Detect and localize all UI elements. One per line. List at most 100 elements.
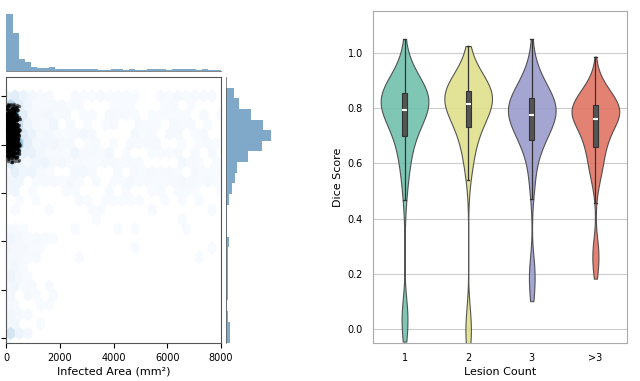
Point <box>12 130 22 136</box>
Point <box>5 125 15 131</box>
Point <box>1 123 12 129</box>
Point <box>10 154 20 160</box>
Point <box>5 139 15 146</box>
Point <box>13 122 24 128</box>
Point <box>6 136 16 142</box>
Point <box>8 136 19 142</box>
Bar <box>226 205 227 215</box>
Bar <box>184 69 190 70</box>
Point <box>3 137 13 143</box>
Point <box>8 107 18 113</box>
Point <box>3 128 13 134</box>
Point <box>5 133 15 139</box>
Point <box>4 134 14 140</box>
Point <box>3 137 13 143</box>
Bar <box>154 69 159 70</box>
Point <box>5 142 15 148</box>
Point <box>4 128 14 134</box>
Point <box>10 150 20 156</box>
Point <box>8 120 18 126</box>
Point <box>6 130 16 136</box>
Point <box>13 127 24 133</box>
Point <box>12 158 22 165</box>
Point <box>12 136 22 142</box>
Point <box>4 126 15 132</box>
Point <box>4 146 14 152</box>
Point <box>3 107 13 114</box>
Point <box>8 115 19 122</box>
Bar <box>226 322 230 332</box>
Point <box>10 111 20 117</box>
Point <box>6 137 17 143</box>
Point <box>13 133 24 139</box>
Point <box>2 128 12 134</box>
Point <box>3 121 13 127</box>
Point <box>15 116 25 122</box>
Point <box>9 136 19 142</box>
Point <box>10 111 20 117</box>
Point <box>5 127 15 133</box>
Bar <box>172 69 178 70</box>
Point <box>8 115 18 121</box>
Point <box>7 125 17 131</box>
Point <box>9 136 19 142</box>
Point <box>8 152 18 158</box>
Bar <box>226 194 228 205</box>
Point <box>3 148 13 154</box>
Point <box>6 128 16 134</box>
Point <box>12 145 22 151</box>
Point <box>9 130 19 136</box>
Point <box>8 129 19 135</box>
Point <box>12 140 22 146</box>
Point <box>2 133 12 139</box>
Point <box>8 126 18 132</box>
Point <box>7 134 17 140</box>
Point <box>14 142 24 149</box>
Point <box>6 125 16 131</box>
Point <box>5 111 15 117</box>
Point <box>3 123 13 130</box>
Point <box>13 150 24 157</box>
Point <box>3 135 13 141</box>
Point <box>11 115 21 121</box>
Point <box>6 150 16 156</box>
Point <box>12 102 22 108</box>
Point <box>4 133 15 139</box>
Point <box>3 121 13 127</box>
Point <box>4 110 15 117</box>
Point <box>10 152 20 158</box>
Point <box>5 130 15 136</box>
Point <box>12 143 22 149</box>
Point <box>1 143 12 149</box>
Point <box>8 133 18 139</box>
Point <box>8 142 18 148</box>
Point <box>13 141 24 147</box>
Point <box>10 136 20 142</box>
Point <box>13 131 23 137</box>
Point <box>14 157 24 163</box>
Bar <box>129 69 135 70</box>
Point <box>10 145 20 151</box>
Point <box>6 139 16 145</box>
Point <box>4 117 14 123</box>
Point <box>13 147 23 153</box>
Point <box>9 120 19 126</box>
Point <box>3 147 13 154</box>
Point <box>6 133 16 139</box>
Y-axis label: Dice Score: Dice Score <box>333 147 344 207</box>
Point <box>12 155 22 161</box>
Point <box>4 129 14 135</box>
Point <box>6 126 17 132</box>
Point <box>11 155 21 161</box>
Point <box>10 128 20 134</box>
Point <box>7 129 17 135</box>
Bar <box>56 69 61 70</box>
Point <box>3 131 13 138</box>
Point <box>6 123 16 130</box>
PathPatch shape <box>593 105 598 147</box>
Point <box>4 132 15 138</box>
Point <box>3 144 13 150</box>
Point <box>4 128 15 134</box>
Point <box>12 143 22 149</box>
Bar <box>226 258 228 269</box>
